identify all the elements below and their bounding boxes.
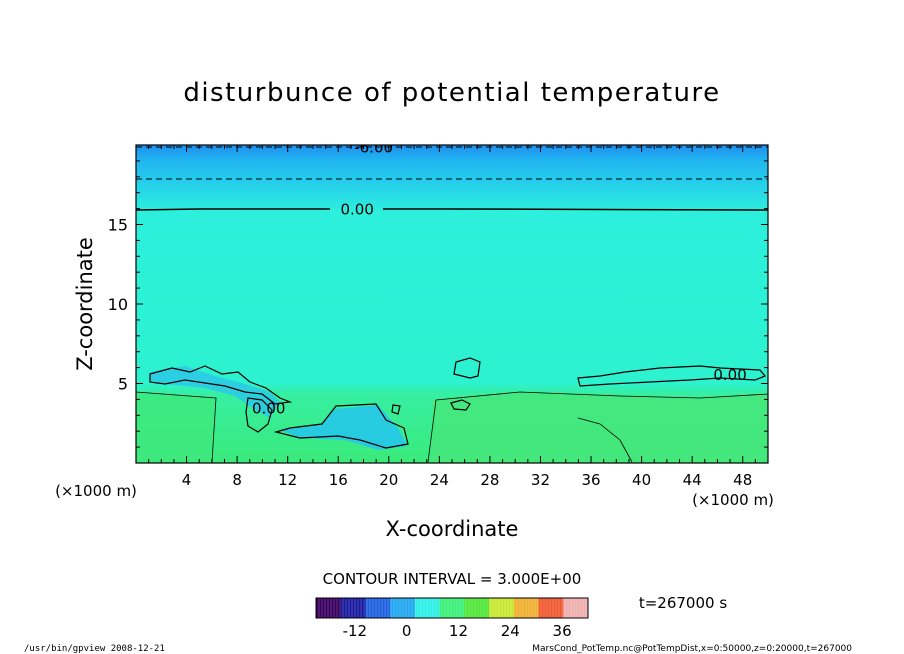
contour-closed-mid-small bbox=[450, 399, 471, 411]
colorbar-segment bbox=[563, 598, 589, 618]
y-tick-label: 15 bbox=[108, 216, 128, 235]
x-axis: 4 8 12 16 20 24 28 32 36 40 44 48 bbox=[148, 145, 756, 489]
x-tick-label: 16 bbox=[329, 471, 348, 489]
colorbar-segment bbox=[414, 598, 441, 618]
x-tick-label: 44 bbox=[683, 471, 702, 489]
colorbar-tick-label: 0 bbox=[402, 622, 412, 640]
time-label: t=267000 s bbox=[639, 594, 727, 612]
contour-labels: -6.00 0.00 0.00 0.00 bbox=[252, 139, 747, 417]
colorbar-frame bbox=[315, 597, 589, 619]
x-tick-label: 20 bbox=[379, 471, 398, 489]
contour-zero-upper-right bbox=[383, 208, 768, 211]
x-unit-right-label: (×1000 m) bbox=[692, 491, 774, 509]
contour-zero-upper bbox=[136, 208, 330, 211]
colorbar-tick-label: 36 bbox=[553, 622, 572, 640]
x-axis-label: X-coordinate bbox=[386, 517, 519, 541]
y-axis: 5 10 15 bbox=[108, 160, 768, 448]
x-tick-label: 8 bbox=[232, 471, 242, 489]
chart-title: disturbunce of potential temperature bbox=[183, 78, 720, 108]
cool-anomaly-region-left bbox=[150, 366, 280, 418]
colorbar-tick-label: 24 bbox=[501, 622, 520, 640]
x-tick-label: 36 bbox=[581, 471, 600, 489]
x-tick-label: 28 bbox=[480, 471, 499, 489]
warm-anomaly-region-right bbox=[432, 392, 768, 463]
cool-anomaly-region bbox=[280, 405, 408, 450]
contour-closed-center bbox=[273, 403, 409, 449]
contour-label: 0.00 bbox=[252, 399, 285, 417]
contour-label: 0.00 bbox=[340, 201, 373, 219]
x-tick-label: 48 bbox=[733, 471, 752, 489]
contour-closed-left-small bbox=[245, 397, 273, 433]
contour-surface-layer-right bbox=[427, 391, 768, 463]
colorbar-segment bbox=[464, 598, 490, 618]
x-tick-label: 32 bbox=[531, 471, 550, 489]
x-tick-label: 40 bbox=[632, 471, 651, 489]
contour-label: 0.00 bbox=[713, 366, 746, 384]
x-tick-label: 4 bbox=[182, 471, 192, 489]
colorbar-tick-label: -12 bbox=[343, 622, 368, 640]
colorbar-segment bbox=[340, 598, 366, 618]
plot-area: -6.00 0.00 0.00 0.00 bbox=[136, 139, 768, 463]
colorbar-ticks: -12 0 12 24 36 bbox=[343, 622, 572, 640]
contour-interval-text: CONTOUR INTERVAL = 3.000E+00 bbox=[323, 570, 582, 588]
contour-surface-right-small bbox=[577, 417, 633, 463]
y-tick-label: 5 bbox=[118, 375, 128, 394]
contour-closed-left bbox=[149, 365, 293, 405]
contour-label: -6.00 bbox=[354, 139, 393, 157]
contour-lines bbox=[136, 146, 768, 463]
contour-closed-right bbox=[577, 365, 766, 387]
colorbar-segment bbox=[365, 598, 391, 618]
x-tick-label: 12 bbox=[278, 471, 297, 489]
contour-surface-layer bbox=[136, 391, 217, 463]
footer-right: MarsCond_PotTemp.nc@PotTempDist,x=0:5000… bbox=[532, 644, 852, 654]
y-tick-label: 10 bbox=[108, 295, 128, 314]
y-axis-label: Z-coordinate bbox=[73, 237, 97, 371]
contour-closed-center-small bbox=[391, 404, 401, 415]
x-unit-left-label: (×1000 m) bbox=[55, 482, 137, 500]
colorbar-tick-label: 12 bbox=[449, 622, 468, 640]
contour-closed-mid bbox=[453, 357, 481, 379]
x-tick-label: 24 bbox=[430, 471, 449, 489]
footer-left: /usr/bin/gpview 2008-12-21 bbox=[24, 644, 165, 654]
warm-anomaly-region bbox=[136, 392, 215, 463]
colorbar-segment bbox=[439, 598, 465, 618]
colorbar-segment bbox=[316, 598, 342, 618]
colorbar-segment bbox=[513, 598, 540, 618]
colorbar-segment bbox=[489, 598, 515, 618]
colorbar bbox=[315, 597, 589, 619]
colorbar-segment bbox=[390, 598, 416, 618]
colorbar-segment bbox=[538, 598, 564, 618]
